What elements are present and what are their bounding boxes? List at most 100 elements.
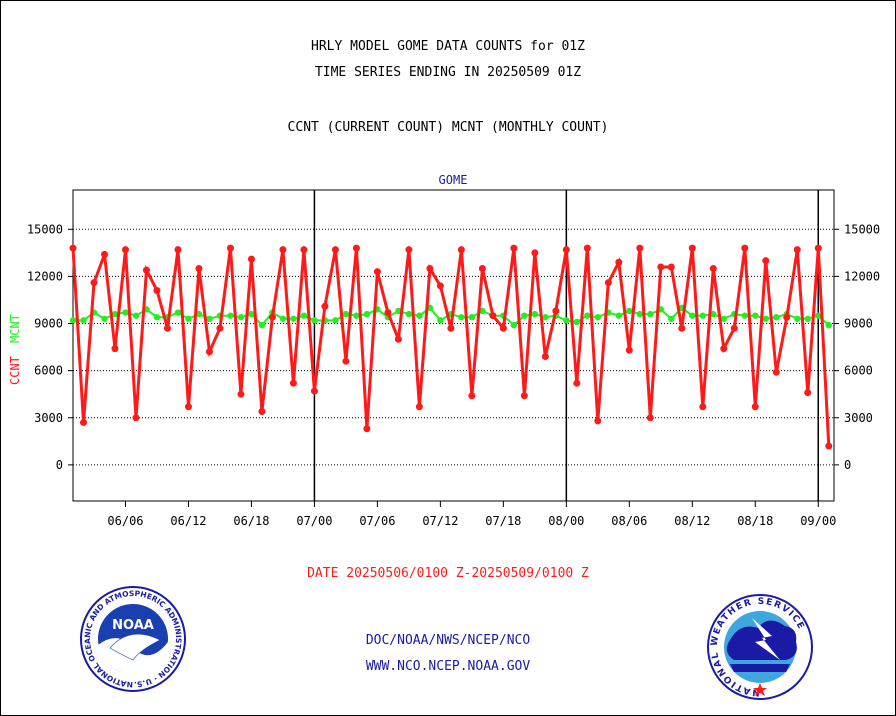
data-point-mcnt <box>122 309 129 316</box>
data-point-ccnt <box>762 257 770 265</box>
y-tick-label-right: 3000 <box>844 411 873 425</box>
data-point-ccnt <box>552 307 560 315</box>
data-point-ccnt <box>489 312 497 320</box>
data-point-ccnt <box>457 246 465 254</box>
data-point-mcnt <box>458 314 465 321</box>
data-point-ccnt <box>520 392 528 400</box>
data-point-mcnt <box>300 312 308 319</box>
data-point-mcnt <box>101 315 108 322</box>
y-tick-label-right: 6000 <box>844 364 873 378</box>
data-point-ccnt <box>436 282 444 290</box>
data-point-ccnt <box>247 255 255 263</box>
data-point-ccnt <box>69 244 77 252</box>
data-point-ccnt <box>153 287 161 295</box>
data-point-ccnt <box>657 263 665 271</box>
data-point-ccnt <box>258 407 266 415</box>
data-point-mcnt <box>521 312 528 319</box>
day-separators <box>313 190 820 501</box>
y-tick-label-right: 0 <box>844 458 851 472</box>
data-point-ccnt <box>562 246 570 254</box>
data-point-mcnt <box>258 321 266 329</box>
data-point-mcnt <box>594 314 602 321</box>
plot-area-border <box>72 189 835 502</box>
data-point-ccnt <box>142 266 150 274</box>
data-point-ccnt <box>678 324 686 332</box>
data-point-ccnt <box>783 313 791 321</box>
data-point-ccnt <box>216 324 224 332</box>
data-point-ccnt <box>331 246 339 254</box>
data-point-mcnt <box>290 315 297 322</box>
y-axis-label-ccnt: CCNT <box>8 356 22 385</box>
data-point-mcnt <box>615 312 623 319</box>
data-point-mcnt <box>153 314 161 321</box>
x-tick-label: 08/18 <box>737 514 773 528</box>
data-point-mcnt <box>825 321 832 329</box>
data-point-ccnt <box>90 279 98 287</box>
data-point-ccnt <box>132 414 140 422</box>
data-point-ccnt <box>499 324 507 332</box>
data-point-mcnt <box>237 314 245 321</box>
data-point-ccnt <box>531 249 539 257</box>
data-point-ccnt <box>352 244 360 252</box>
series-title: GOME <box>439 173 468 187</box>
data-point-mcnt <box>395 307 402 315</box>
data-point-ccnt <box>478 265 486 273</box>
data-point-mcnt <box>80 317 87 324</box>
y-tick-label-left: 12000 <box>27 269 63 283</box>
data-point-mcnt <box>227 312 234 319</box>
data-point-mcnt <box>353 312 360 319</box>
data-point-mcnt <box>69 317 77 324</box>
data-point-mcnt <box>542 314 549 321</box>
data-point-ccnt <box>184 403 192 411</box>
data-point-ccnt <box>342 357 350 365</box>
data-point-ccnt <box>300 246 308 254</box>
series-line-ccnt <box>71 247 831 447</box>
gridlines <box>73 228 834 466</box>
data-point-ccnt <box>751 403 759 411</box>
data-point-ccnt <box>226 244 234 252</box>
data-point-ccnt <box>174 246 182 254</box>
data-point-ccnt <box>604 279 612 287</box>
data-point-ccnt <box>310 387 318 395</box>
y-tick-label-left: 6000 <box>34 364 63 378</box>
data-point-mcnt <box>584 312 591 319</box>
data-point-mcnt <box>416 312 423 319</box>
x-tick-label: 07/06 <box>359 514 395 528</box>
data-point-mcnt <box>479 307 486 315</box>
data-point-ccnt <box>468 392 476 400</box>
y-tick-label-left: 3000 <box>34 411 63 425</box>
x-tick-label: 06/12 <box>170 514 206 528</box>
data-point-mcnt <box>111 310 119 318</box>
noaa-logo: NATIONAL OCEANIC AND ATMOSPHERIC ADMINIS… <box>0 0 186 692</box>
data-point-ccnt <box>594 417 602 425</box>
data-point-mcnt <box>174 309 182 316</box>
data-point-ccnt <box>814 244 822 252</box>
org-link[interactable]: DOC/NOAA/NWS/NCEP/NCO <box>365 633 531 648</box>
nws-logo: NATIONAL WEATHER SERVICE <box>707 594 813 700</box>
data-point-mcnt <box>699 312 706 319</box>
website-link[interactable]: WWW.NCO.NCEP.NOAA.GOV <box>365 659 531 674</box>
data-point-ccnt <box>205 348 213 356</box>
data-point-ccnt <box>279 246 287 254</box>
data-point-ccnt <box>268 313 276 321</box>
data-point-ccnt <box>384 309 392 317</box>
data-point-mcnt <box>363 310 371 318</box>
data-point-mcnt <box>636 310 644 318</box>
data-point-mcnt <box>342 310 350 318</box>
data-point-mcnt <box>720 315 727 322</box>
x-tick-label: 07/12 <box>422 514 458 528</box>
data-point-ccnt <box>321 302 329 310</box>
data-point-ccnt <box>373 268 381 276</box>
data-point-ccnt <box>195 265 203 273</box>
data-point-ccnt <box>426 265 434 273</box>
data-point-mcnt <box>405 310 413 318</box>
x-tick-label: 08/00 <box>548 514 584 528</box>
data-point-mcnt <box>510 321 518 329</box>
data-point-ccnt <box>667 263 675 271</box>
data-point-ccnt <box>688 244 696 252</box>
data-point-ccnt <box>363 425 371 433</box>
data-point-ccnt <box>646 414 654 422</box>
data-point-mcnt <box>279 315 287 322</box>
y-axis-right-ticks: 0 3000 6000 9000 12000 15000 <box>834 222 880 472</box>
y-tick-label-right: 15000 <box>844 222 880 236</box>
